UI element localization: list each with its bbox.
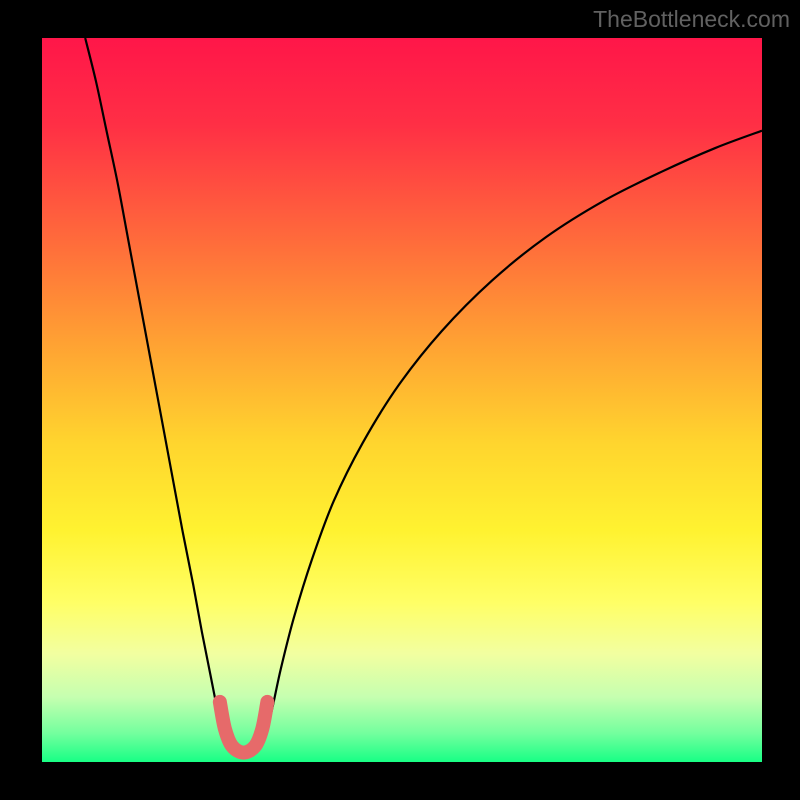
curve-left-branch (85, 38, 223, 737)
curve-layer (42, 38, 762, 762)
curve-right-branch (265, 131, 762, 737)
chart-stage: TheBottleneck.com (0, 0, 800, 800)
valley-marker (220, 702, 268, 753)
watermark-text: TheBottleneck.com (593, 6, 790, 33)
plot-area (42, 38, 762, 762)
